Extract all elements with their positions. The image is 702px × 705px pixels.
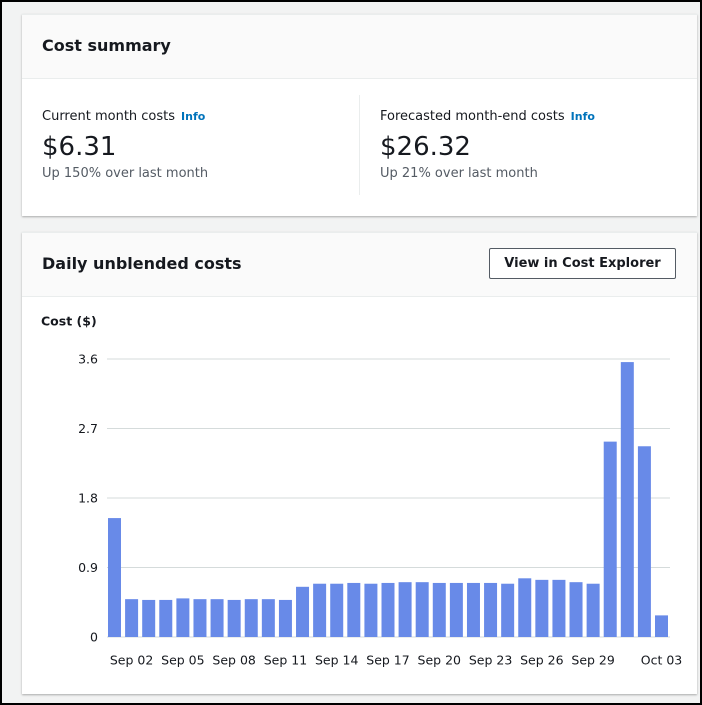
x-tick-label: Sep 11 <box>264 653 307 668</box>
bar <box>398 582 412 637</box>
bar <box>142 599 156 637</box>
x-tick-label: Sep 05 <box>161 653 204 668</box>
bar <box>569 582 583 637</box>
bar <box>415 582 429 637</box>
x-tick-label: Sep 23 <box>469 653 512 668</box>
bar <box>364 583 378 637</box>
x-tick-label: Sep 20 <box>418 653 461 668</box>
info-link[interactable]: Info <box>570 110 595 123</box>
bar <box>535 579 549 637</box>
bar <box>108 518 121 637</box>
bar <box>313 583 327 637</box>
bar <box>655 615 668 637</box>
bar <box>484 582 498 637</box>
bar <box>501 583 515 637</box>
card-title: Daily unblended costs <box>42 254 242 273</box>
x-tick-label: Sep 02 <box>110 653 153 668</box>
y-tick-label: 0.9 <box>78 560 98 575</box>
label: Current month costs <box>42 109 176 124</box>
x-tick-label: Sep 29 <box>571 653 614 668</box>
amount: $6.31 <box>42 132 117 162</box>
y-tick-label: 3.6 <box>78 352 98 367</box>
bar <box>296 586 310 637</box>
x-tick-label: Oct 03 <box>641 653 683 668</box>
amount: $26.32 <box>380 132 471 162</box>
bar <box>227 599 241 637</box>
bar <box>586 583 600 637</box>
bar <box>449 582 463 637</box>
change: Up 21% over last month <box>380 166 538 181</box>
cost-column: Current month costs Info $6.31 Up 150% ov… <box>42 105 208 181</box>
bar <box>620 362 634 637</box>
y-tick-label: 0 <box>90 630 98 645</box>
x-tick-label: Sep 26 <box>520 653 563 668</box>
bar <box>159 599 173 637</box>
card-header: Daily unblended costs View in Cost Explo… <box>22 233 697 297</box>
card-title: Cost summary <box>42 36 171 55</box>
bar <box>347 582 361 637</box>
bar <box>176 598 190 637</box>
x-tick-label: Sep 08 <box>212 653 255 668</box>
card-header: Cost summary <box>22 15 697 79</box>
change: Up 150% over last month <box>42 166 209 181</box>
view-button[interactable]: View in Cost Explorer <box>489 248 676 279</box>
bar <box>125 599 139 637</box>
bar <box>637 446 651 637</box>
y-axis-label: Cost ($) <box>41 314 97 329</box>
bar <box>381 582 395 637</box>
bar <box>261 599 275 637</box>
bar <box>193 599 207 637</box>
bar <box>552 579 566 637</box>
bar <box>278 599 292 637</box>
bar <box>518 578 532 637</box>
y-tick-label: 1.8 <box>78 491 98 506</box>
bar <box>210 599 224 637</box>
x-tick-label: Sep 17 <box>366 653 409 668</box>
bar <box>432 582 446 637</box>
bar <box>603 441 617 637</box>
y-tick-label: 2.7 <box>78 421 98 436</box>
divider <box>359 95 360 195</box>
cost-column: Forecasted month-end costs Info $26.32 Up… <box>380 105 595 181</box>
bar <box>330 583 344 637</box>
bar <box>466 582 480 637</box>
label: Forecasted month-end costs <box>380 109 565 124</box>
info-link[interactable]: Info <box>181 110 206 123</box>
x-tick-label: Sep 14 <box>315 653 358 668</box>
cost-summary-card: Cost summary Current month costs Info $6.… <box>22 14 697 216</box>
bar <box>244 599 258 637</box>
